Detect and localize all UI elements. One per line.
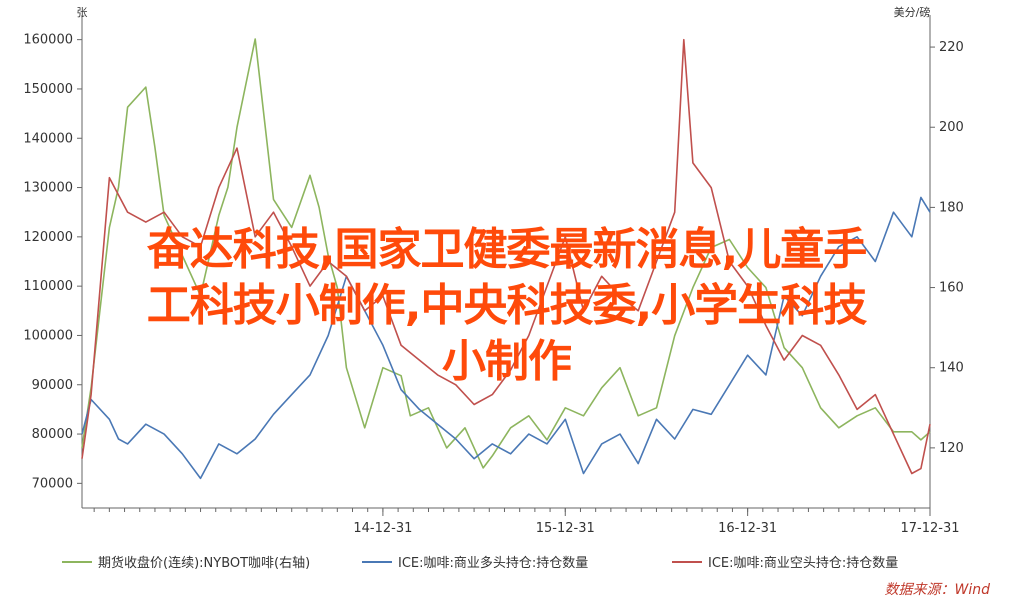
left-tick-label: 80000 (32, 427, 73, 442)
source-label: 数据来源：Wind (885, 582, 991, 598)
series-line-2 (81, 196, 931, 480)
left-tick-label: 110000 (23, 279, 73, 294)
right-unit-label: 美分/磅 (894, 5, 931, 19)
left-unit-label: 张 (77, 6, 88, 19)
series-line-3 (81, 38, 931, 475)
left-tick-label: 140000 (23, 131, 73, 146)
right-tick-label: 160 (939, 281, 964, 296)
right-tick-label: 140 (939, 361, 964, 376)
x-tick-label: 14-12-31 (353, 521, 412, 536)
x-tick-label: 17-12-31 (900, 521, 959, 536)
right-tick-label: 120 (939, 441, 964, 456)
left-tick-label: 150000 (23, 82, 73, 97)
left-tick-label: 120000 (23, 230, 73, 245)
left-tick-label: 90000 (32, 378, 73, 393)
left-tick-label: 160000 (23, 33, 73, 48)
right-tick-label: 180 (939, 200, 964, 215)
series-line-1 (81, 38, 931, 469)
x-tick-label: 15-12-31 (536, 521, 595, 536)
left-tick-label: 70000 (32, 476, 73, 491)
right-tick-label: 220 (939, 40, 964, 55)
legend-label-3: ICE:咖啡:商业空头持仓:持仓数量 (708, 556, 898, 571)
legend-label-1: 期货收盘价(连续):NYBOT咖啡(右轴) (98, 555, 310, 571)
x-tick-label: 16-12-31 (718, 521, 777, 536)
left-tick-label: 100000 (23, 328, 73, 343)
right-tick-label: 200 (939, 120, 964, 135)
left-tick-label: 130000 (23, 181, 73, 196)
legend-label-2: ICE:咖啡:商业多头持仓:持仓数量 (398, 555, 588, 571)
